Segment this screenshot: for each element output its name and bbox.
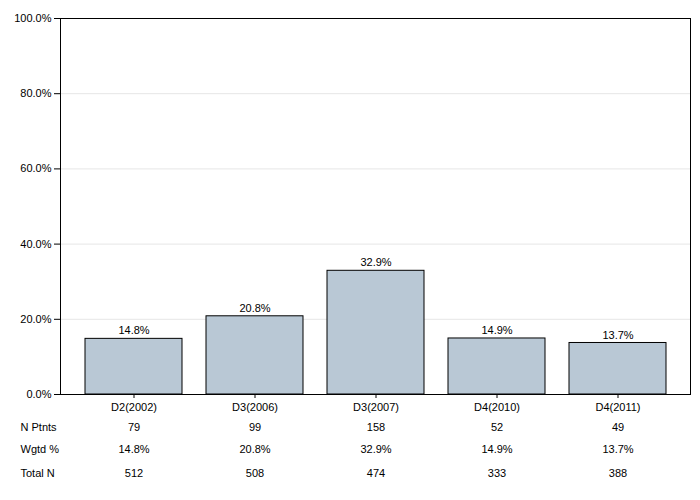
svg-text:D2(2002): D2(2002)	[111, 401, 157, 413]
svg-text:79: 79	[128, 421, 140, 433]
svg-text:52: 52	[491, 421, 503, 433]
svg-text:D3(2007): D3(2007)	[353, 401, 399, 413]
svg-text:60.0%: 60.0%	[20, 162, 51, 174]
svg-text:80.0%: 80.0%	[20, 87, 51, 99]
svg-text:Wgtd %: Wgtd %	[21, 443, 60, 455]
svg-text:388: 388	[609, 467, 627, 479]
svg-text:14.9%: 14.9%	[481, 443, 512, 455]
svg-text:100.0%: 100.0%	[14, 12, 52, 24]
svg-text:474: 474	[367, 467, 385, 479]
svg-text:32.9%: 32.9%	[360, 256, 391, 268]
svg-text:0.0%: 0.0%	[26, 388, 51, 400]
svg-text:N Ptnts: N Ptnts	[21, 421, 58, 433]
svg-text:49: 49	[612, 421, 624, 433]
svg-text:Total N: Total N	[21, 467, 55, 479]
svg-text:13.7%: 13.7%	[602, 329, 633, 341]
svg-text:512: 512	[125, 467, 143, 479]
svg-text:158: 158	[367, 421, 385, 433]
svg-text:20.8%: 20.8%	[239, 302, 270, 314]
svg-text:D4(2010): D4(2010)	[474, 401, 520, 413]
svg-text:14.8%: 14.8%	[118, 324, 149, 336]
svg-text:32.9%: 32.9%	[360, 443, 391, 455]
svg-text:333: 333	[488, 467, 506, 479]
svg-text:14.9%: 14.9%	[481, 324, 512, 336]
svg-text:40.0%: 40.0%	[20, 238, 51, 250]
svg-text:D4(2011): D4(2011)	[595, 401, 640, 413]
svg-text:14.8%: 14.8%	[118, 443, 149, 455]
svg-text:508: 508	[246, 467, 264, 479]
svg-text:20.8%: 20.8%	[239, 443, 270, 455]
svg-text:D3(2006): D3(2006)	[232, 401, 278, 413]
svg-text:20.0%: 20.0%	[20, 313, 51, 325]
svg-text:99: 99	[249, 421, 261, 433]
svg-text:13.7%: 13.7%	[602, 443, 633, 455]
